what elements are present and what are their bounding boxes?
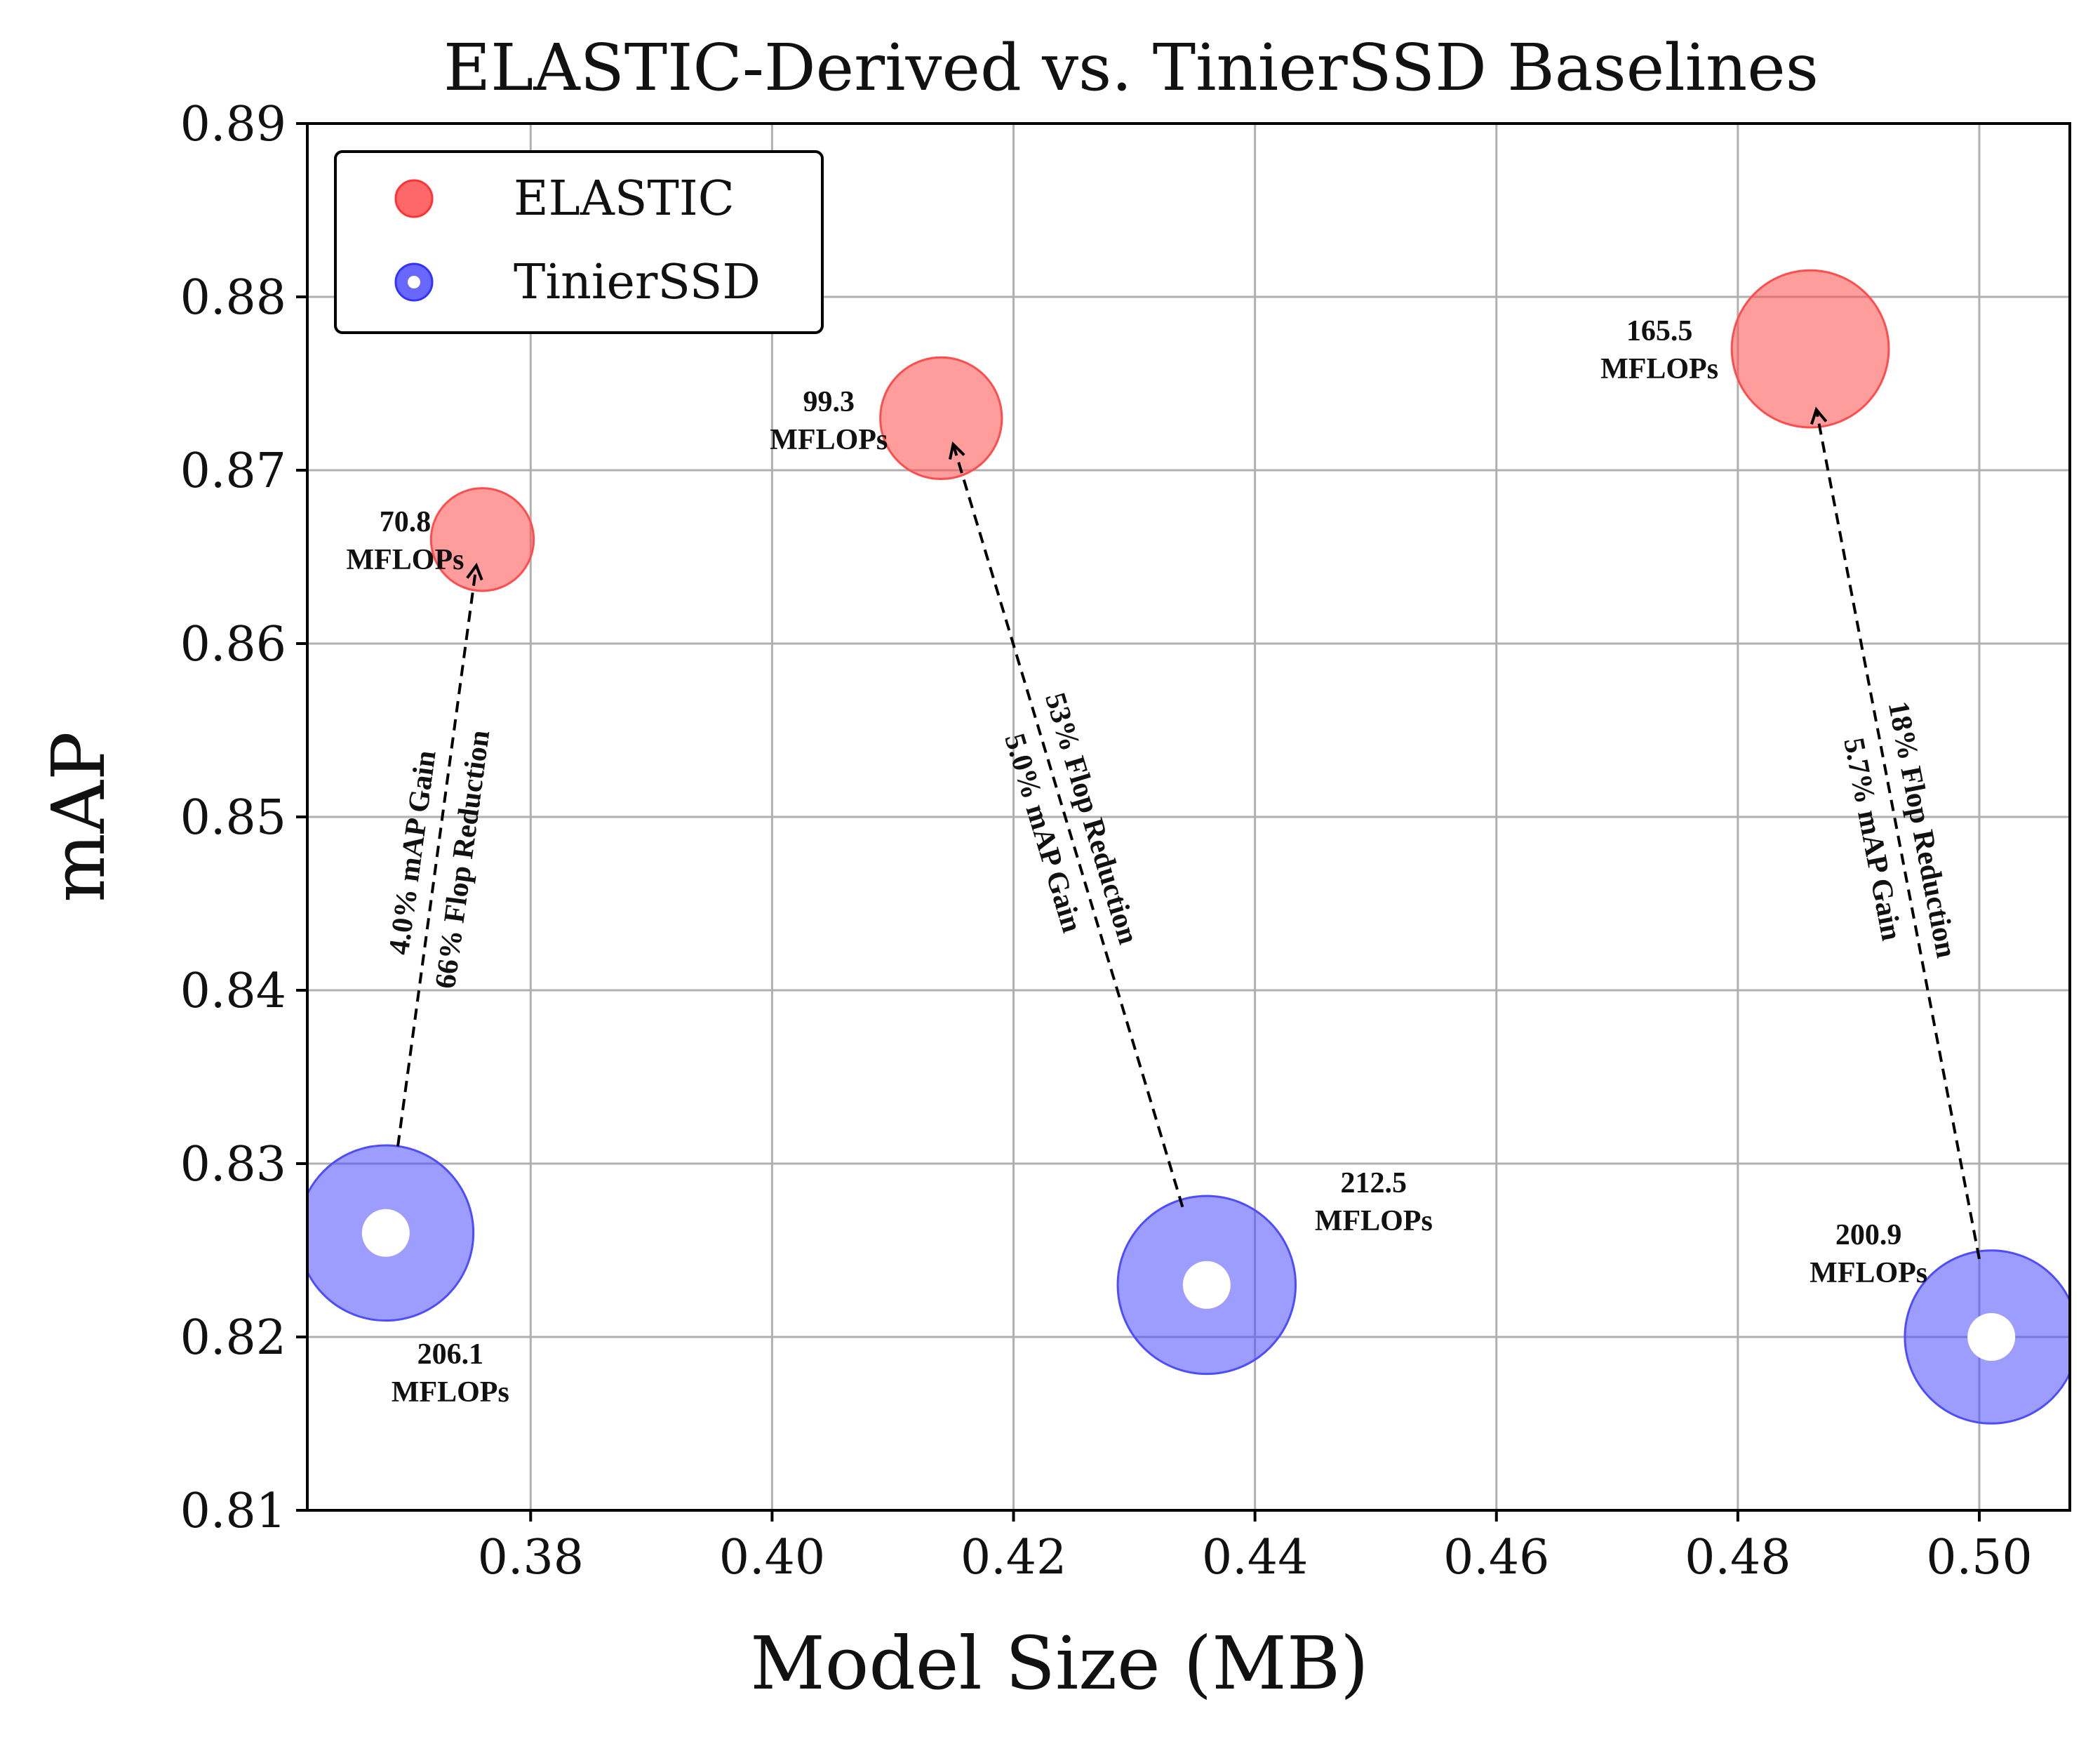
legend-label-tiniers: TinierSSD: [514, 255, 761, 310]
tiniers-point-unit-label: MFLOPs: [1315, 1205, 1433, 1237]
legend-marker-tiniers-hole: [408, 276, 420, 288]
point-labels: 70.8 MFLOPs 99.3 MFLOPs 165.5 MFLOPs 206.1 MFLO…: [346, 315, 1927, 1409]
elastic-point-unit-label: MFLOPs: [770, 424, 888, 456]
y-tick-label: 0.82: [180, 1310, 286, 1366]
legend: ELASTIC TinierSSD: [334, 150, 824, 334]
x-tick-label: 0.38: [478, 1530, 584, 1585]
tiniers-point-value-label: 206.1: [417, 1338, 484, 1371]
y-tick-label: 0.83: [180, 1137, 286, 1192]
elastic-point-value-label: 165.5: [1626, 315, 1693, 347]
tiniers-point-hole: [1967, 1313, 2016, 1361]
y-tick-label: 0.86: [180, 617, 286, 672]
elastic-point-unit-label: MFLOPs: [346, 544, 464, 576]
tiniers-point-unit-label: MFLOPs: [392, 1376, 509, 1409]
annotation-arrow-head: [948, 441, 965, 460]
elastic-point: [879, 356, 1003, 481]
annotation-arrow-line: [1814, 409, 1981, 1260]
y-tick-label: 0.81: [180, 1484, 286, 1539]
data-points: [307, 269, 2070, 1425]
x-axis-title: Model Size (MB): [750, 1620, 1369, 1706]
annotation-arrow-head: [466, 562, 483, 581]
y-axis-title: mAP: [36, 731, 121, 903]
tiniers-point-hole: [361, 1209, 410, 1257]
y-tick-label: 0.87: [180, 444, 286, 499]
axis-ticks: 0.38 0.40 0.42 0.44 0.46 0.48 0.50 0.81 0.82 0.83…: [180, 97, 2033, 1585]
chart-title: ELASTIC-Derived vs. TinierSSD Baselines: [443, 30, 1819, 105]
x-tick-label: 0.44: [1202, 1530, 1308, 1585]
x-tick-label: 0.50: [1926, 1530, 2032, 1585]
elastic-point-unit-label: MFLOPs: [1600, 353, 1718, 385]
y-tick-label: 0.84: [180, 964, 286, 1019]
y-tick-label: 0.89: [180, 97, 286, 152]
annotation-arrow-line: [951, 444, 1184, 1208]
y-tick-label: 0.88: [180, 270, 286, 326]
x-tick-label: 0.46: [1443, 1530, 1549, 1585]
elastic-point: [1730, 269, 1890, 429]
annotation-arrow-head: [1810, 406, 1828, 425]
annotation-arrow-text: 4.0% mAP Gain: [383, 749, 443, 957]
tiniers-point-unit-label: MFLOPs: [1810, 1257, 1927, 1289]
x-tick-label: 0.42: [961, 1530, 1066, 1585]
tiniers-point-value-label: 212.5: [1341, 1167, 1407, 1199]
y-tick-label: 0.85: [180, 790, 286, 846]
elastic-point: [429, 487, 535, 592]
tiniers-point-hole: [1182, 1260, 1231, 1309]
tiniers-point-value-label: 200.9: [1835, 1219, 1902, 1251]
elastic-point-value-label: 99.3: [803, 386, 855, 418]
elastic-point-value-label: 70.8: [380, 506, 432, 538]
x-tick-label: 0.40: [719, 1530, 825, 1585]
annotation-arrow-line: [396, 565, 478, 1147]
legend-marker-elastic: [394, 179, 434, 218]
legend-box: [334, 150, 824, 334]
x-tick-label: 0.48: [1685, 1530, 1791, 1585]
legend-label-elastic: ELASTIC: [514, 171, 735, 227]
